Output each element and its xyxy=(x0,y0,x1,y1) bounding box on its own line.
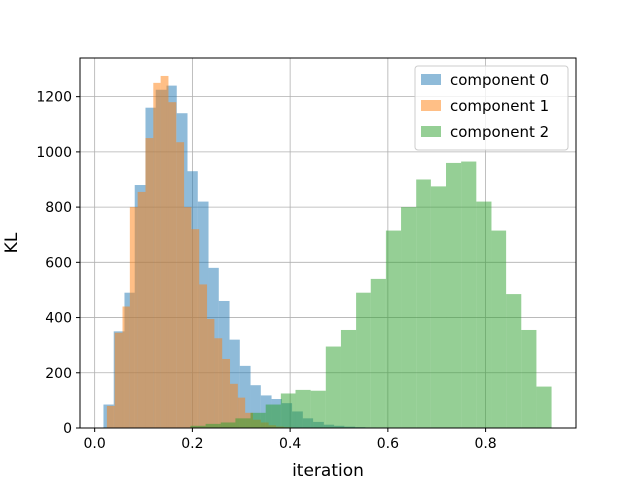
histogram-bar xyxy=(370,278,386,428)
x-tick-label: 0.0 xyxy=(84,436,106,452)
histogram-bar xyxy=(521,329,537,428)
series-2-bars xyxy=(190,161,552,429)
histogram-bar xyxy=(295,389,311,428)
histogram-bar xyxy=(235,418,251,428)
histogram-bar xyxy=(122,306,130,428)
y-axis-ticks: 0 200 400 600 800 1000 1200 xyxy=(36,90,80,437)
histogram-bar xyxy=(214,338,223,428)
legend-label: component 0 xyxy=(450,71,549,89)
histogram-bar xyxy=(176,142,185,428)
histogram-bar xyxy=(137,191,146,428)
histogram-bar xyxy=(401,207,417,428)
histogram-bar xyxy=(325,346,341,428)
histogram-bar xyxy=(220,422,236,428)
histogram-bar xyxy=(153,82,161,429)
legend-box xyxy=(414,65,569,151)
histogram-bar xyxy=(184,207,192,428)
x-tick-label: 0.2 xyxy=(181,436,203,452)
histogram-bar xyxy=(430,186,447,428)
y-tick-label: 800 xyxy=(45,200,72,216)
histogram-bar xyxy=(310,390,326,428)
histogram-bar xyxy=(506,294,522,428)
histogram-bar xyxy=(280,393,296,428)
y-tick-label: 0 xyxy=(63,421,72,437)
histogram-bar xyxy=(491,230,507,428)
y-tick-label: 1200 xyxy=(36,90,72,106)
histogram-bar xyxy=(145,138,154,428)
legend-label: component 1 xyxy=(450,97,549,115)
histogram-bar xyxy=(191,229,200,428)
histogram-bar xyxy=(237,397,246,428)
series-1-bars xyxy=(106,75,292,429)
y-axis-label: KL xyxy=(2,232,22,253)
histogram-bar xyxy=(446,162,462,429)
x-tick-label: 0.8 xyxy=(474,436,496,452)
histogram-bar xyxy=(461,161,477,428)
x-tick-label: 0.4 xyxy=(279,436,301,452)
histogram-bar xyxy=(385,230,402,428)
histogram-bar xyxy=(356,292,371,428)
x-axis-ticks: 0.0 0.2 0.4 0.6 0.8 xyxy=(84,428,497,452)
legend-swatch xyxy=(421,74,441,85)
histogram-bar xyxy=(114,332,123,428)
histogram-bar xyxy=(416,179,431,428)
histogram-bar xyxy=(476,201,492,428)
histogram-bar xyxy=(106,405,115,428)
histogram-bar xyxy=(230,383,238,428)
legend-label: component 2 xyxy=(450,123,549,141)
x-tick-label: 0.6 xyxy=(377,436,399,452)
histogram-bar xyxy=(250,385,261,428)
y-tick-label: 200 xyxy=(45,366,72,382)
legend: component 0 component 1 component 2 xyxy=(414,65,569,151)
histogram-bar xyxy=(250,412,266,428)
histogram-bars xyxy=(103,75,552,429)
legend-swatch xyxy=(421,126,441,137)
legend-swatch xyxy=(421,100,441,111)
histogram-bar xyxy=(207,318,215,428)
histogram-bar xyxy=(160,75,169,429)
x-axis-label: iteration xyxy=(292,461,364,480)
histogram-bar xyxy=(340,329,357,428)
histogram-bar xyxy=(205,423,221,428)
y-tick-label: 600 xyxy=(45,255,72,271)
histogram-bar xyxy=(129,207,138,428)
histogram-bar xyxy=(199,284,208,428)
histogram-bar xyxy=(190,425,206,428)
histogram-bar xyxy=(536,386,552,428)
y-tick-label: 1000 xyxy=(36,145,72,161)
histogram-bar xyxy=(168,102,177,428)
plot-frame xyxy=(79,57,577,429)
histogram-bar xyxy=(222,358,231,428)
histogram-bar xyxy=(265,404,281,428)
y-tick-label: 400 xyxy=(45,311,72,327)
histogram-bar xyxy=(239,365,251,428)
